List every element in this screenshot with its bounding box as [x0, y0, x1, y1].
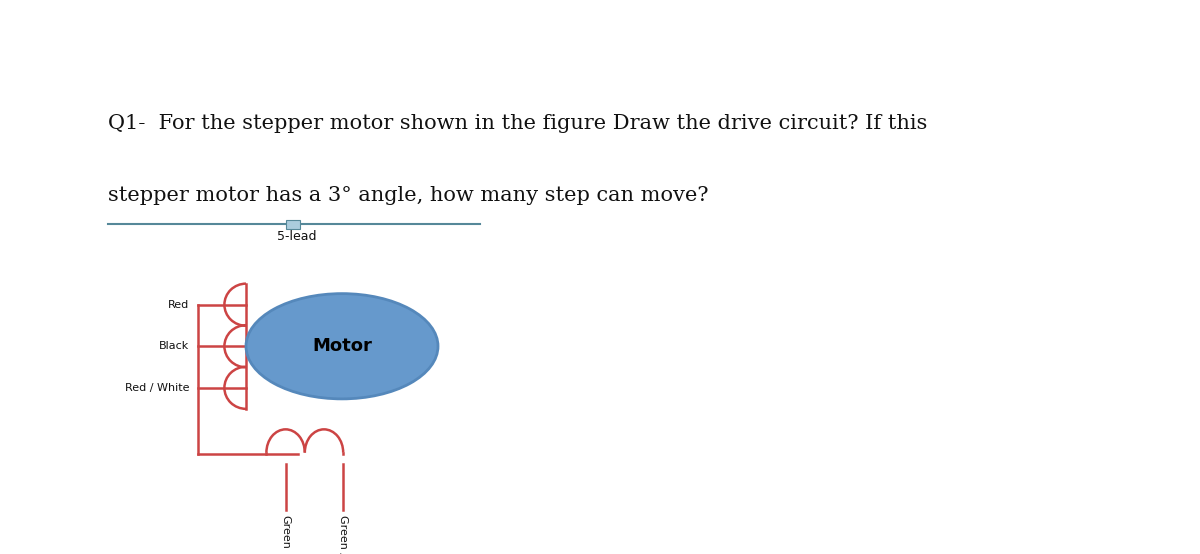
- Text: Green / White: Green / White: [338, 515, 348, 554]
- Text: Red: Red: [168, 300, 190, 310]
- FancyBboxPatch shape: [286, 220, 300, 229]
- Ellipse shape: [246, 294, 438, 399]
- Text: Q1-  For the stepper motor shown in the figure Draw the drive circuit? If this: Q1- For the stepper motor shown in the f…: [108, 114, 928, 133]
- Text: Green: Green: [281, 515, 290, 549]
- Text: Black: Black: [160, 341, 190, 351]
- Text: stepper motor has a 3° angle, how many step can move?: stepper motor has a 3° angle, how many s…: [108, 186, 708, 205]
- Text: 5-lead: 5-lead: [277, 230, 316, 243]
- Text: Red / White: Red / White: [125, 383, 190, 393]
- Text: Motor: Motor: [312, 337, 372, 355]
